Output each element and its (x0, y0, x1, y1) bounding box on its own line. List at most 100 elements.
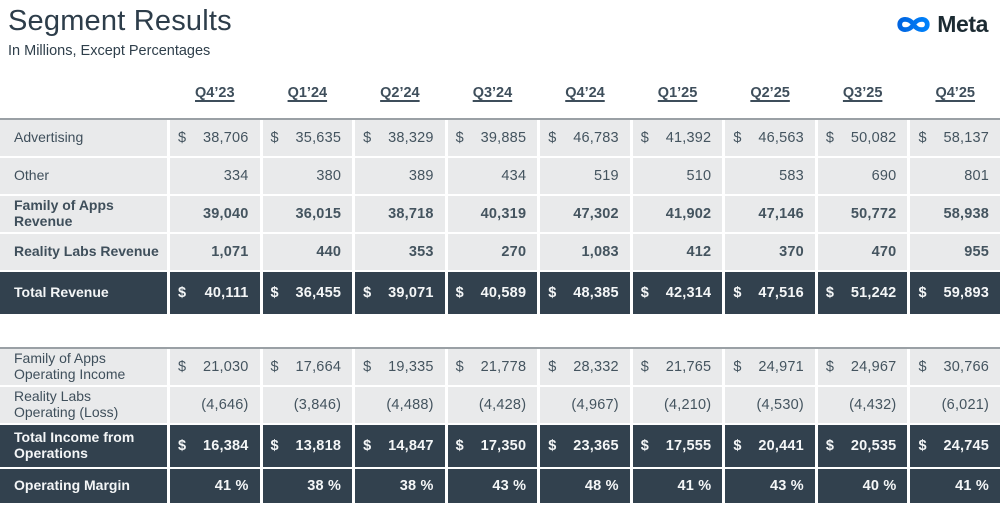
cell-number: 38,329 (388, 129, 434, 146)
dollar-sign: $ (178, 129, 187, 146)
dollar-sign: $ (270, 358, 279, 375)
value-cell: 440 (262, 233, 353, 270)
cell-number: 1,071 (211, 243, 249, 260)
cell-number: 40,589 (480, 284, 527, 301)
dollar-sign: $ (270, 437, 279, 454)
cell-number: 38 % (399, 477, 434, 494)
dollar-sign: $ (918, 437, 927, 454)
cell-number: 23,365 (573, 437, 619, 454)
quarter-header-cell: Q3’24 (448, 85, 538, 110)
cell-number: 24,971 (758, 358, 804, 375)
value-cell: 50,772 (817, 195, 908, 232)
value-cell: $51,242 (817, 271, 908, 314)
cell-number: 59,893 (943, 284, 989, 301)
cell-number: 47,302 (573, 205, 619, 222)
quarter-header-cell: Q1’25 (633, 85, 723, 110)
cell-number: (3,846) (293, 396, 342, 413)
value-cell: $39,071 (355, 271, 445, 314)
quarter-header-link[interactable]: Q3’25 (842, 84, 883, 101)
dollar-sign: $ (363, 358, 372, 375)
dollar-sign: $ (363, 284, 372, 301)
value-cell: $47,516 (725, 271, 815, 314)
quarter-header-link[interactable]: Q4’23 (195, 84, 235, 101)
cell-number: 51,242 (850, 284, 897, 301)
cell-number: 412 (686, 243, 712, 260)
value-cell: 334 (170, 157, 260, 194)
value-cell: (4,530) (725, 386, 815, 423)
dollar-sign: $ (825, 129, 835, 146)
value-cell: (3,846) (262, 386, 353, 423)
dollar-sign: $ (918, 284, 927, 301)
cell-number: 13,818 (295, 437, 342, 454)
quarter-header-link[interactable]: Q2’25 (750, 84, 790, 101)
cell-number: 40,319 (480, 205, 527, 222)
cell-number: 47,516 (758, 284, 804, 301)
meta-infinity-icon (895, 12, 932, 37)
value-cell: 389 (355, 157, 445, 194)
value-cell: 38,718 (355, 195, 445, 232)
quarter-header-link[interactable]: Q1’24 (287, 84, 328, 101)
value-cell: $24,745 (910, 424, 1000, 467)
quarter-header-link[interactable]: Q4’24 (565, 84, 605, 101)
value-cell: $24,967 (817, 348, 908, 385)
value-cell: (4,646) (170, 386, 260, 423)
cell-number: 36,015 (295, 205, 342, 222)
cell-number: 41,902 (665, 205, 712, 222)
quarter-header-link[interactable]: Q1’25 (657, 84, 698, 101)
value-cell: $20,441 (725, 424, 815, 467)
dollar-sign: $ (918, 129, 927, 146)
dollar-sign: $ (363, 129, 372, 146)
dollar-sign: $ (548, 437, 557, 454)
cell-number: 39,071 (388, 284, 434, 301)
revenue-table: Advertising $38,706 $35,635 $38,329 $39,885 $… (0, 117, 1000, 314)
dollar-sign: $ (733, 358, 742, 375)
cell-number: 21,778 (480, 358, 527, 375)
quarter-header-cell: Q2’25 (725, 85, 815, 110)
operating-income-table: Family of Apps Operating Income $21,030 $1… (0, 346, 1000, 503)
value-cell: $17,664 (262, 348, 353, 385)
row-label: Advertising (0, 119, 167, 156)
cell-number: 20,535 (850, 437, 897, 454)
value-cell: 510 (632, 157, 723, 194)
cell-number: 353 (408, 243, 434, 260)
value-cell: 43 % (725, 468, 815, 503)
quarter-header-link[interactable]: Q2’24 (380, 84, 420, 101)
page-title: Segment Results (8, 5, 232, 37)
value-cell: 1,083 (540, 233, 630, 270)
value-cell: 270 (447, 233, 538, 270)
dollar-sign: $ (918, 358, 927, 375)
cell-number: 30,766 (943, 358, 989, 375)
cell-number: 16,384 (202, 437, 249, 454)
value-cell: (4,428) (447, 386, 538, 423)
table-row: Advertising $38,706 $35,635 $38,329 $39,885 $… (0, 119, 1000, 156)
cell-number: 24,745 (943, 437, 989, 454)
dollar-sign: $ (825, 437, 835, 454)
cell-number: 50,082 (850, 129, 897, 146)
cell-number: (6,021) (941, 396, 989, 413)
value-cell: 380 (262, 157, 353, 194)
value-cell: 41 % (910, 468, 1000, 503)
cell-number: 38,718 (388, 205, 434, 222)
quarter-header-link[interactable]: Q4’25 (935, 84, 975, 101)
quarter-header-link[interactable]: Q3’24 (472, 84, 513, 101)
dollar-sign: $ (363, 437, 372, 454)
value-cell: $40,589 (447, 271, 538, 314)
cell-number: 39,040 (202, 205, 249, 222)
cell-number: 38,706 (202, 129, 249, 146)
dollar-sign: $ (640, 437, 650, 454)
value-cell: 40,319 (447, 195, 538, 232)
value-cell: $13,818 (262, 424, 353, 467)
value-cell: 690 (817, 157, 908, 194)
cell-number: 38 % (307, 477, 342, 494)
table-row: Operating Margin 41 % 38 % 38 % 43 % 48 % 41 %… (0, 468, 1000, 503)
value-cell: $23,365 (540, 424, 630, 467)
value-cell: 43 % (447, 468, 538, 503)
value-cell: 353 (355, 233, 445, 270)
dollar-sign: $ (548, 284, 557, 301)
value-cell: $40,111 (170, 271, 260, 314)
cell-number: 801 (964, 167, 989, 184)
value-cell: $14,847 (355, 424, 445, 467)
value-cell: 41,902 (632, 195, 723, 232)
cell-number: 955 (964, 243, 989, 260)
dollar-sign: $ (548, 129, 557, 146)
